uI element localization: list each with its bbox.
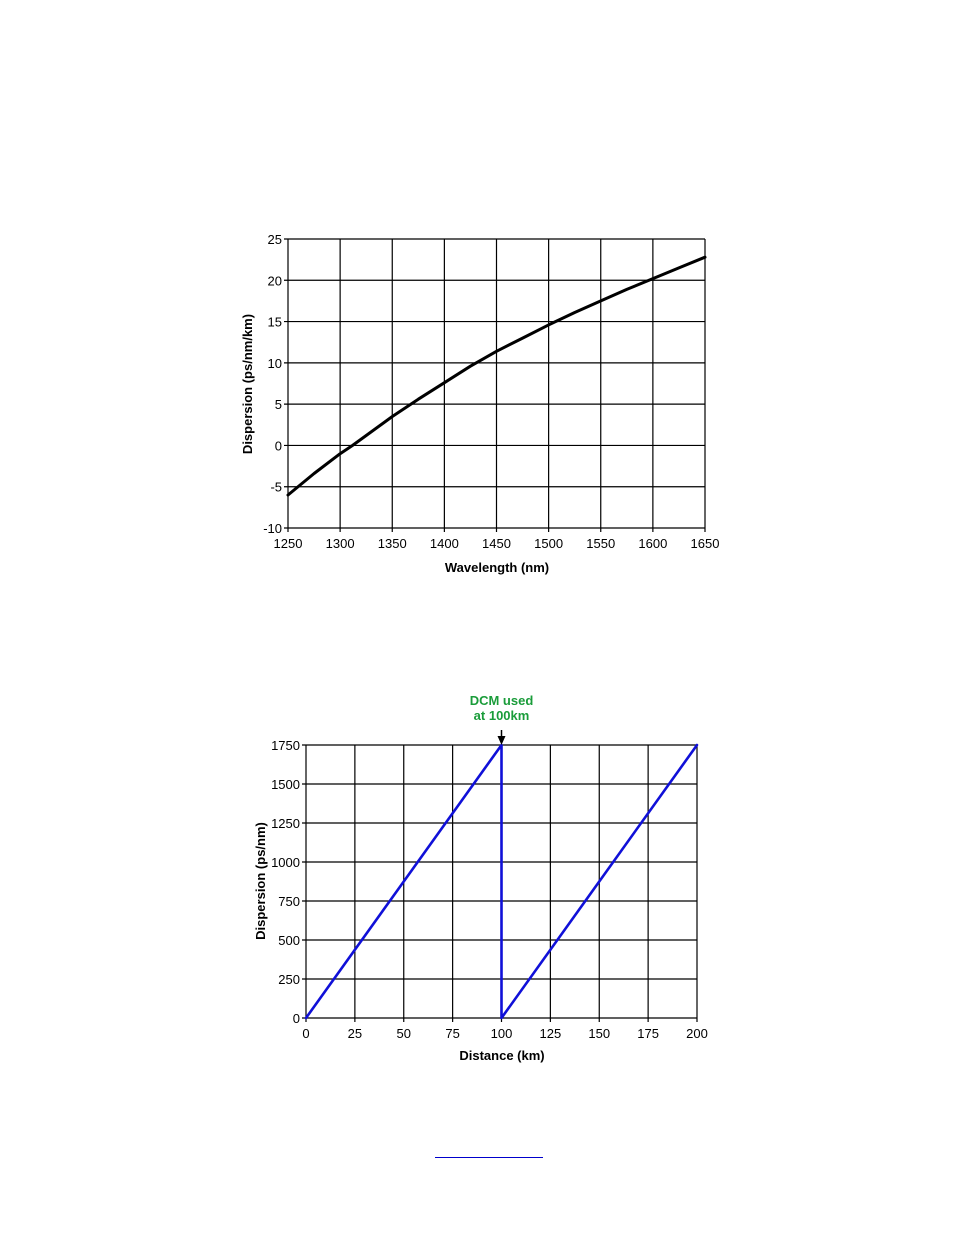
chart1-ytick-1: -5: [270, 480, 282, 495]
annotation-line-1: at 100km: [474, 708, 530, 723]
chart1-xtick-5: 1500: [534, 536, 563, 551]
chart2-ylabel: Dispersion (ps/nm): [253, 822, 268, 940]
chart2-ticks: 0 25 50 75 100 125 150 175 200 0 250 500 750 1000 1250…: [271, 738, 708, 1041]
footer-link-underline[interactable]: [435, 1157, 543, 1158]
chart1-xtick-1: 1300: [326, 536, 355, 551]
chart1-ytick-7: 25: [268, 232, 282, 247]
chart2-xlabel: Distance (km): [459, 1048, 544, 1063]
chart1-ytick-3: 5: [275, 397, 282, 412]
chart1-ytick-4: 10: [268, 356, 282, 371]
chart1-ytick-6: 20: [268, 273, 282, 288]
chart1-ytick-0: -10: [263, 521, 282, 536]
chart1-xtick-2: 1350: [378, 536, 407, 551]
chart2-series-line-0: [304, 743, 699, 1020]
chart1-xtick-7: 1600: [638, 536, 667, 551]
chart2-ytick-6: 1500: [271, 777, 300, 792]
chart2-ytick-7: 1750: [271, 738, 300, 753]
chart1-series-line-0: [286, 255, 707, 497]
chart1-xtick-3: 1400: [430, 536, 459, 551]
chart2-xtick-5: 125: [540, 1026, 562, 1041]
chart1-xtick-4: 1450: [482, 536, 511, 551]
chart2-ytick-0: 0: [293, 1011, 300, 1026]
chart1-series: [286, 255, 707, 497]
chart2-ytick-2: 500: [278, 933, 300, 948]
chart2-xtick-4: 100: [491, 1026, 513, 1041]
chart1-ytick-2: 0: [275, 438, 282, 453]
chart2-xtick-8: 200: [686, 1026, 708, 1041]
chart2-ytick-5: 1250: [271, 816, 300, 831]
chart1-xtick-6: 1550: [586, 536, 615, 551]
chart2-xtick-0: 0: [302, 1026, 309, 1041]
chart2-ytick-4: 1000: [271, 855, 300, 870]
chart2-ytick-1: 250: [278, 972, 300, 987]
chart2-xtick-7: 175: [637, 1026, 659, 1041]
chart1-xtick-8: 1650: [691, 536, 720, 551]
chart1-ylabel: Dispersion (ps/nm/km): [240, 314, 255, 454]
chart2-xtick-2: 50: [397, 1026, 411, 1041]
chart1-ytick-5: 15: [268, 315, 282, 330]
chart2-grid: [302, 744, 698, 1022]
annotation-line-0: DCM used: [470, 693, 534, 708]
annotation-arrow-head: [497, 736, 506, 745]
chart2-xtick-6: 150: [588, 1026, 610, 1041]
chart2-ytick-3: 750: [278, 894, 300, 909]
chart2-xtick-3: 75: [445, 1026, 459, 1041]
chart1-xtick-0: 1250: [274, 536, 303, 551]
chart2-series: [304, 743, 699, 1020]
chart1-xlabel: Wavelength (nm): [445, 560, 549, 575]
chart2-xtick-1: 25: [348, 1026, 362, 1041]
chart1-ticks: 1250 1300 1350 1400 1450 1500 1550 1600 1650-10-…: [263, 232, 719, 551]
